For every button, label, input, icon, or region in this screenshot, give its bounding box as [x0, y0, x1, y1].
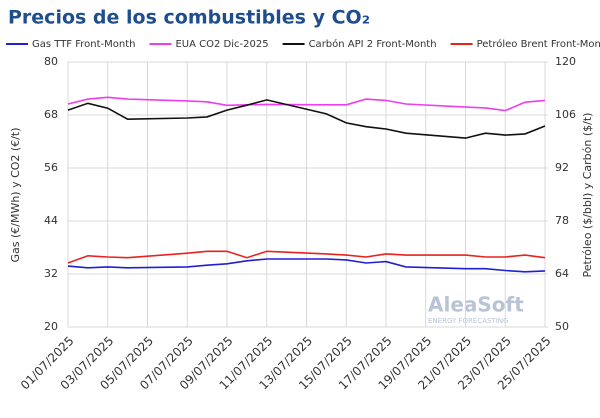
y2-tick-label: 106: [555, 108, 576, 121]
series-line: [67, 250, 546, 264]
y2-tick-label: 64: [555, 267, 569, 280]
watermark-sub: ENERGY FORECASTING: [428, 317, 508, 325]
legend-label: EUA CO2 Dic-2025: [175, 39, 268, 50]
y-axis-label: Gas (€/MWh) y CO2 (€/t): [9, 127, 22, 262]
y-tick-label: 44: [44, 214, 58, 227]
y-tick-label: 80: [44, 55, 58, 68]
series-line: [67, 258, 546, 273]
y2-tick-label: 120: [555, 55, 576, 68]
y-tick-label: 20: [44, 320, 58, 333]
y2-tick-label: 50: [555, 320, 569, 333]
watermark: AleaSoft: [428, 293, 524, 317]
chart-title: Precios de los combustibles y CO₂: [8, 7, 370, 29]
legend-label: Petróleo Brent Front-Month: [477, 38, 600, 50]
series-line: [67, 96, 546, 112]
y-tick-label: 68: [44, 108, 58, 121]
y-tick-label: 56: [44, 161, 58, 174]
y2-axis-label: Petróleo ($/bbl) y Carbón ($/t): [581, 113, 594, 278]
legend-label: Carbón API 2 Front-Month: [309, 38, 437, 50]
y-tick-label: 32: [44, 267, 58, 280]
legend-label: Gas TTF Front-Month: [32, 39, 135, 50]
y2-tick-label: 78: [555, 214, 569, 227]
y2-tick-label: 92: [555, 161, 569, 174]
series-line: [67, 99, 546, 139]
